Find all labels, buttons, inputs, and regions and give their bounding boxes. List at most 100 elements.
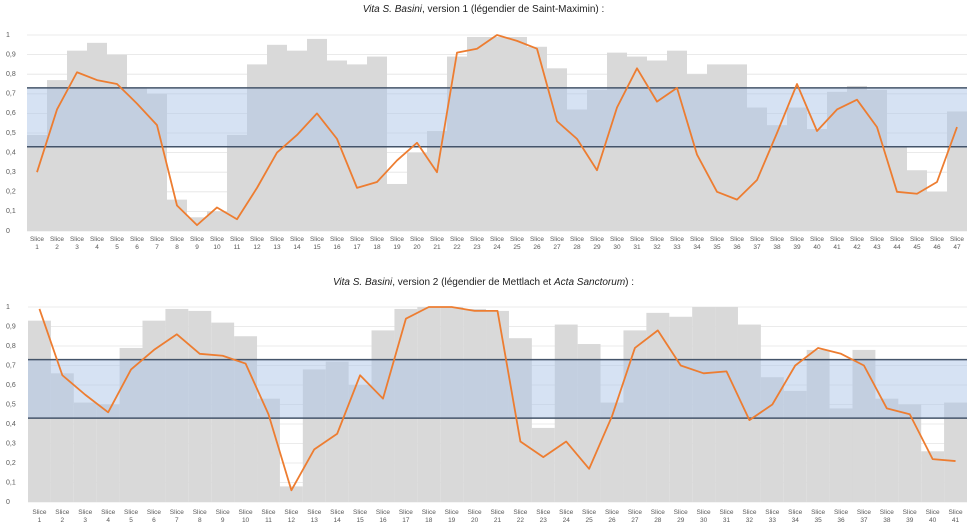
x-tick-label: Slice 7: [149, 236, 165, 251]
x-tick-label: Slice 16: [329, 236, 345, 251]
x-tick-label: Slice 15: [353, 509, 368, 524]
x-tick-label: Slice 20: [467, 509, 482, 524]
x-tick-label: Slice 20: [409, 236, 425, 251]
x-tick-label: Slice 19: [444, 509, 459, 524]
x-tick-label: Slice 34: [689, 236, 705, 251]
x-tick-label: Slice 43: [869, 236, 885, 251]
x-tick-label: Slice 1: [32, 509, 47, 524]
y-tick-label: 0,2: [6, 460, 16, 467]
bar: [257, 398, 280, 502]
y-tick-label: 0,5: [6, 130, 16, 137]
x-tick-label: Slice 18: [421, 509, 436, 524]
x-tick-label: Slice 2: [49, 236, 65, 251]
title-part: , version 2 (légendier de Mettlach et: [392, 277, 554, 288]
reference-band: [28, 359, 967, 419]
line-series: [36, 34, 958, 227]
x-tick-label: Slice 25: [509, 236, 525, 251]
x-tick-label: Slice 27: [627, 509, 642, 524]
x-tick-label: Slice 13: [269, 236, 285, 251]
x-tick-label: Slice 14: [289, 236, 305, 251]
x-tick-label: Slice 41: [948, 509, 963, 524]
x-tick-label: Slice 46: [929, 236, 945, 251]
bar: [96, 404, 120, 502]
x-tick-label: Slice 6: [129, 236, 145, 251]
y-tick-label: 0,4: [6, 421, 16, 428]
x-tick-label: Slice 29: [673, 509, 688, 524]
title-part: Acta Sanctorum: [554, 277, 626, 288]
bar: [167, 199, 187, 231]
bar: [531, 427, 555, 502]
x-tick-label: Slice 11: [229, 236, 245, 251]
x-tick-label: Slice 36: [729, 236, 745, 251]
x-tick-label: Slice 13: [307, 509, 322, 524]
bar: [73, 402, 97, 502]
y-tick-label: 0,3: [6, 169, 16, 176]
x-tick-label: Slice 4: [89, 236, 105, 251]
y-tick-label: 0,5: [6, 401, 16, 408]
chart-title: Vita S. Basini, version 2 (légendier de …: [0, 277, 967, 288]
bar: [767, 125, 787, 231]
bar: [207, 211, 227, 231]
bar: [227, 134, 247, 231]
x-tick-label: Slice 36: [833, 509, 849, 524]
x-tick-label: Slice 3: [69, 236, 85, 251]
x-tick-label: Slice 21: [429, 236, 445, 251]
y-tick-label: 0,7: [6, 91, 16, 98]
x-tick-label: Slice 23: [469, 236, 485, 251]
x-tick-label: Slice 11: [261, 509, 276, 524]
x-tick-label: Slice 16: [375, 509, 391, 524]
y-tick-label: 0: [6, 499, 10, 506]
x-tick-label: Slice 12: [284, 509, 299, 524]
x-tick-label: Slice 31: [719, 509, 734, 524]
x-tick-label: Slice 30: [609, 236, 625, 251]
y-tick-label: 0,9: [6, 51, 16, 58]
bar: [387, 183, 407, 231]
x-tick-label: Slice 41: [829, 236, 845, 251]
y-tick-label: 1: [6, 304, 10, 311]
bar: [807, 129, 827, 231]
x-tick-label: Slice 24: [489, 236, 505, 251]
x-tick-label: Slice 38: [879, 509, 894, 524]
bar: [898, 404, 922, 502]
x-tick-label: Slice 27: [549, 236, 565, 251]
x-tick-label: Slice 44: [889, 236, 905, 251]
x-tick-label: Slice 29: [589, 236, 605, 251]
y-tick-label: 1: [6, 32, 10, 39]
y-tick-label: 0,4: [6, 149, 16, 156]
x-tick-label: Slice 22: [513, 509, 528, 524]
bar: [427, 131, 447, 231]
x-tick-label: Slice 35: [709, 236, 725, 251]
x-tick-label: Slice 21: [490, 509, 505, 524]
x-tick-label: Slice 40: [809, 236, 825, 251]
y-tick-label: 0,7: [6, 362, 16, 369]
line-series: [38, 306, 956, 492]
chart-title: Vita S. Basini, version 1 (légendier de …: [0, 4, 967, 15]
x-tick-label: Slice 19: [389, 236, 405, 251]
x-tick-label: Slice 15: [309, 236, 325, 251]
x-tick-label: Slice 12: [249, 236, 265, 251]
x-tick-label: Slice 10: [238, 509, 253, 524]
y-tick-label: 0,2: [6, 189, 16, 196]
x-tick-label: Slice 3: [78, 509, 93, 524]
x-tick-label: Slice 7: [169, 509, 184, 524]
title-part: Vita S. Basini: [332, 277, 393, 288]
x-tick-label: Slice 45: [909, 236, 925, 251]
x-tick-label: Slice 23: [536, 509, 551, 524]
y-tick-label: 0,1: [6, 479, 16, 486]
x-tick-label: Slice 39: [789, 236, 805, 251]
y-tick-label: 0,3: [6, 440, 16, 447]
x-tick-label: Slice 17: [349, 236, 365, 251]
reference-band: [27, 87, 967, 147]
x-tick-label: Slice 40: [925, 509, 940, 524]
x-tick-label: Slice 18: [369, 236, 385, 251]
x-tick-label: Slice 33: [669, 236, 685, 251]
title-part: Vita S. Basini: [362, 4, 422, 15]
x-tick-label: Slice 38: [769, 236, 785, 251]
x-tick-label: Slice 22: [449, 236, 465, 251]
bar: [927, 191, 947, 231]
x-tick-label: Slice 8: [192, 509, 207, 524]
x-tick-label: Slice 42: [849, 236, 865, 251]
bar: [829, 408, 853, 502]
y-tick-label: 0,8: [6, 343, 16, 350]
